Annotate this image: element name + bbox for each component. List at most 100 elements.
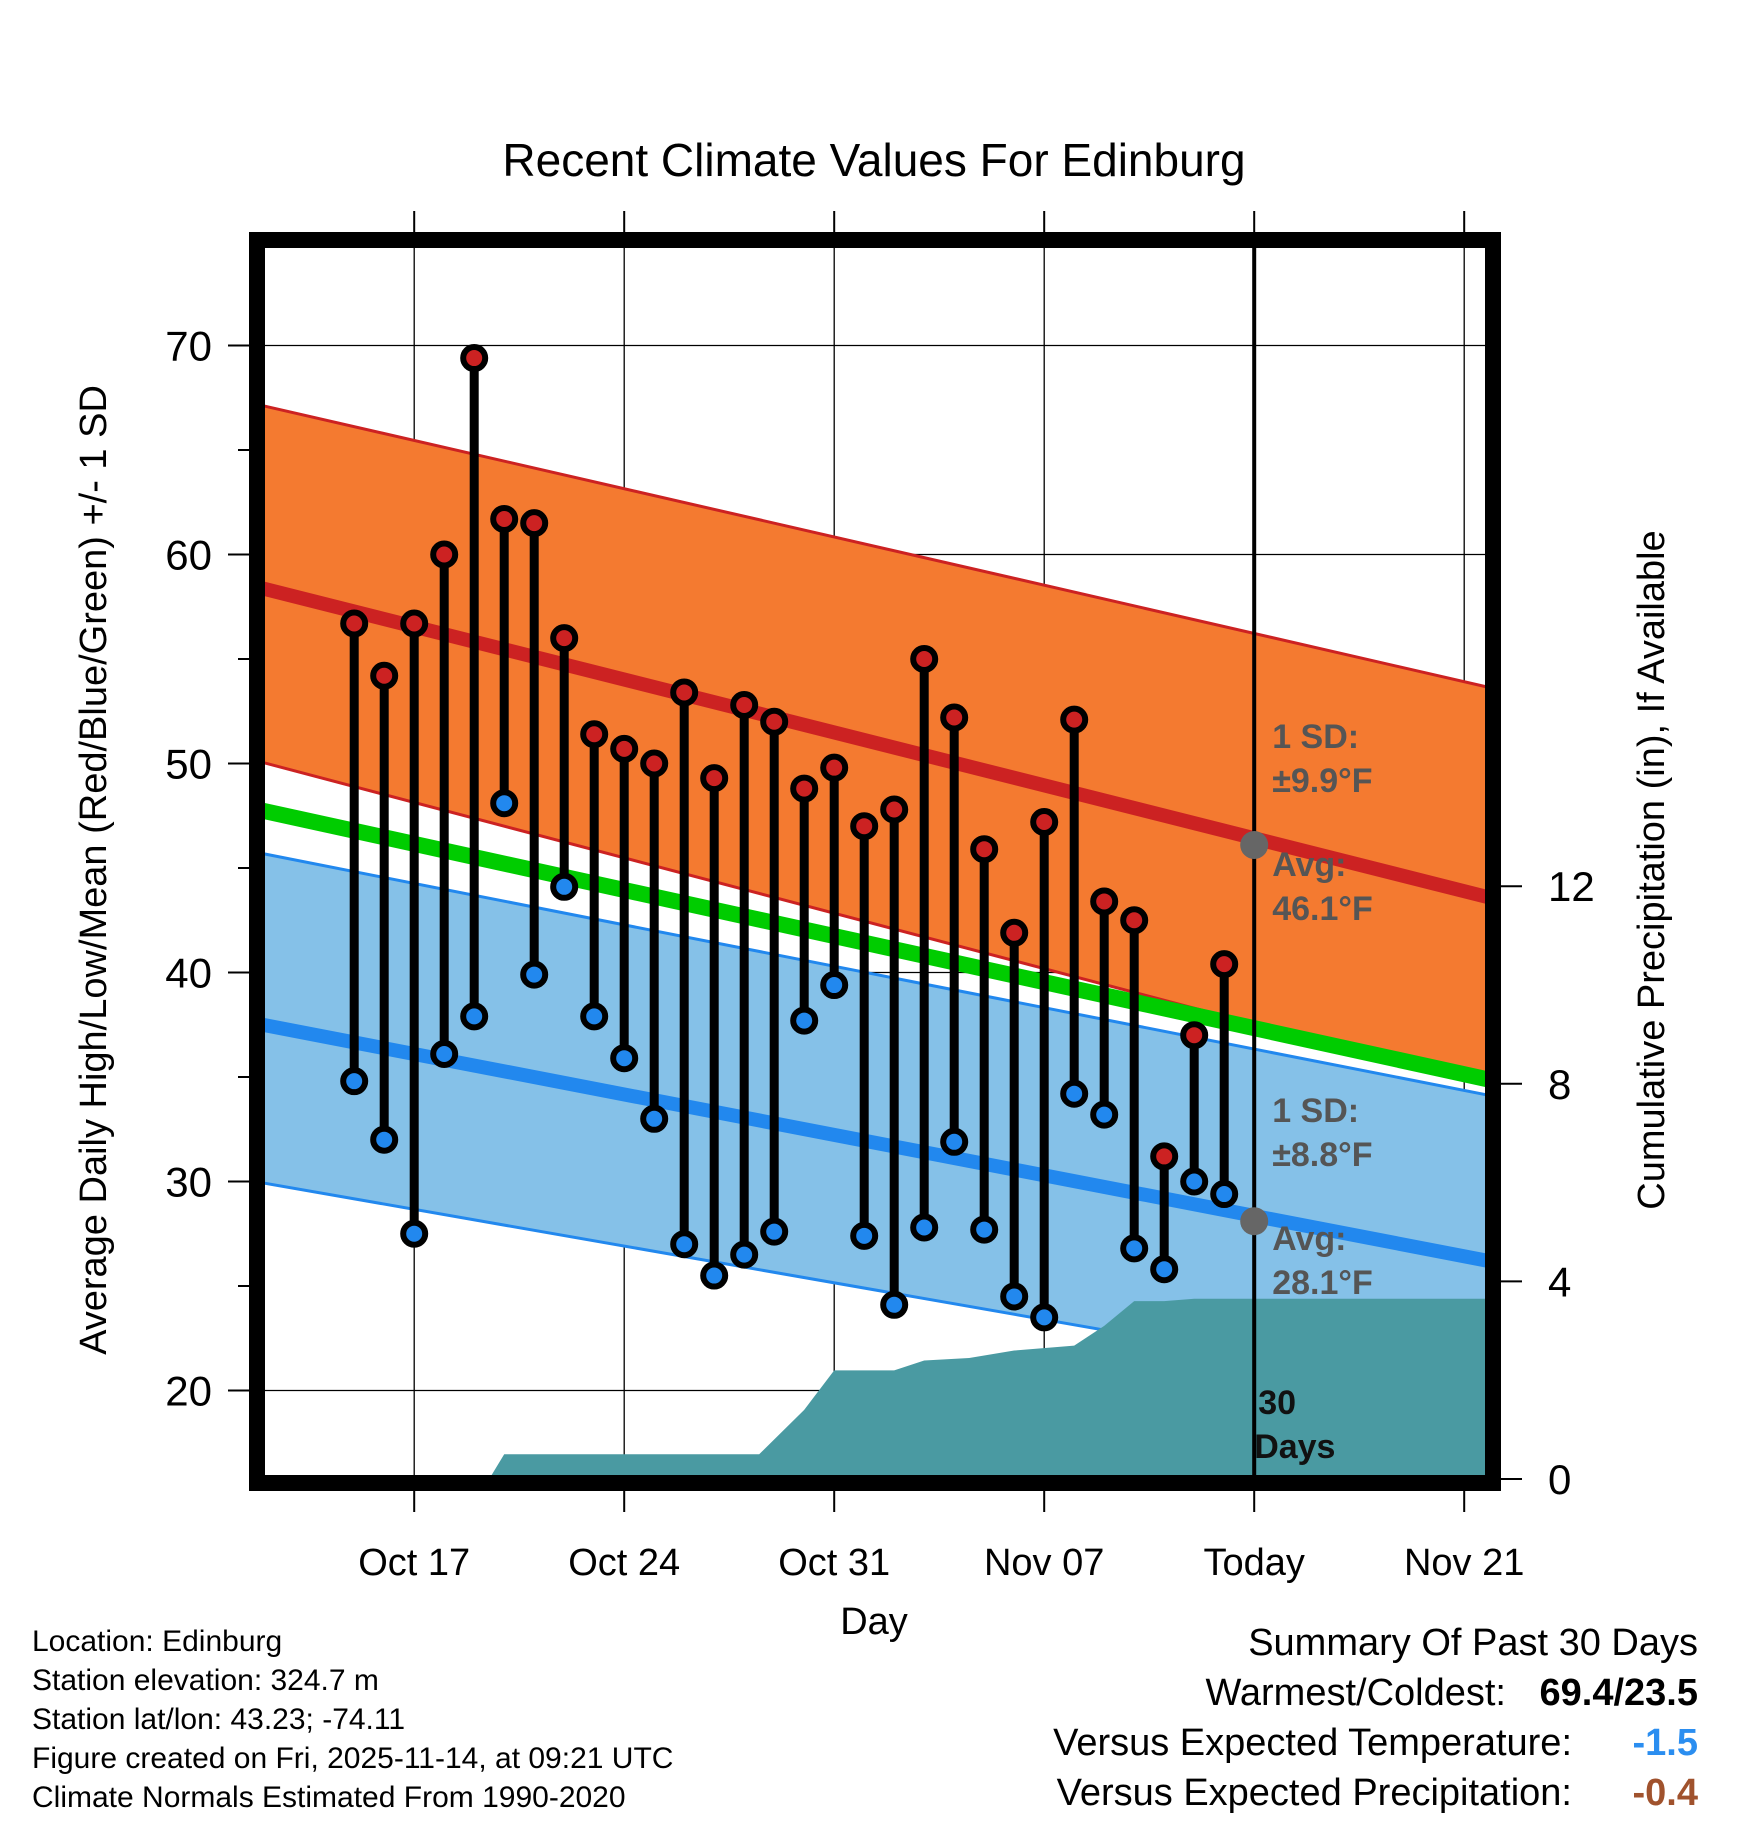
- high-sd-value: ±9.9°F: [1272, 762, 1372, 800]
- plot-frame: [249, 232, 1501, 1491]
- y-tick-label: 40: [165, 950, 212, 997]
- daily-high-point: [970, 835, 999, 864]
- x-tick-label: Oct 31: [778, 1542, 890, 1584]
- y-axis-label: Average Daily High/Low/Mean (Red/Blue/Gr…: [73, 385, 115, 1355]
- daily-high-point: [550, 624, 579, 653]
- daily-low-point: [910, 1213, 939, 1242]
- daily-high-point: [670, 678, 699, 707]
- station-info: Location: Edinburg Station elevation: 32…: [32, 1622, 673, 1817]
- window-label-number: 30: [1258, 1384, 1296, 1422]
- daily-low-point: [550, 872, 579, 901]
- x-tick-label: Nov 21: [1404, 1542, 1524, 1584]
- low-sd-label: 1 SD:: [1272, 1092, 1359, 1130]
- plot-interior: 1 SD: ±9.9°F Avg: 46.1°F 1 SD: ±8.8°F Avg: 28.1…: [262, 245, 1488, 1478]
- precip-departure-value: -0.4: [1632, 1772, 1698, 1814]
- cumulative-precip-area: [489, 1298, 1488, 1478]
- y2-axis-label: Cumulative Precipitation (in), If Availa…: [1631, 530, 1673, 1209]
- daily-low-point: [940, 1127, 969, 1156]
- y-tick-label: 60: [165, 532, 212, 579]
- x-tick-label: Oct 24: [568, 1542, 680, 1584]
- daily-high-point: [1000, 918, 1029, 947]
- daily-high-point: [340, 609, 369, 638]
- y-tick-label: 30: [165, 1159, 212, 1206]
- high-avg-value: 46.1°F: [1272, 890, 1373, 928]
- figure-created: Figure created on Fri, 2025-11-14, at 09…: [32, 1742, 674, 1775]
- temp-departure-row: Versus Expected Temperature: -1.5: [1053, 1718, 1698, 1768]
- daily-low-point: [1120, 1234, 1149, 1263]
- daily-high-point: [880, 795, 909, 824]
- daily-high-point: [460, 344, 489, 373]
- station-location: Location: Edinburg: [32, 1625, 283, 1658]
- today-high-avg-marker: [1240, 831, 1269, 860]
- daily-low-point: [1090, 1100, 1119, 1129]
- daily-high-point: [1060, 705, 1089, 734]
- station-latlon: Station lat/lon: 43.23; -74.11: [32, 1703, 406, 1736]
- summary-heading: Summary Of Past 30 Days: [1248, 1622, 1698, 1664]
- precip-departure-row: Versus Expected Precipitation: -0.4: [1053, 1768, 1698, 1818]
- daily-high-point: [1090, 887, 1119, 916]
- high-avg-label: Avg:: [1272, 846, 1346, 884]
- y-tick-label: 20: [165, 1368, 212, 1415]
- daily-low-point: [850, 1221, 879, 1250]
- daily-low-point: [460, 1002, 489, 1031]
- daily-high-point: [910, 645, 939, 673]
- precip-departure-label: Versus Expected Precipitation:: [1056, 1772, 1572, 1814]
- daily-low-point: [400, 1219, 429, 1248]
- daily-high-point: [1150, 1142, 1179, 1171]
- y2-tick-label: 0: [1548, 1456, 1571, 1503]
- daily-low-point: [1150, 1255, 1179, 1284]
- daily-low-point: [370, 1125, 399, 1154]
- daily-low-point: [730, 1240, 759, 1269]
- x-axis-label: Day: [840, 1601, 908, 1643]
- low-avg-label: Avg:: [1272, 1220, 1346, 1258]
- daily-high-point: [1210, 950, 1239, 979]
- daily-low-point: [1060, 1079, 1089, 1108]
- daily-low-point: [820, 971, 849, 1000]
- high-plus-sd-line: [262, 403, 1488, 689]
- daily-low-point: [760, 1217, 789, 1246]
- daily-high-point: [520, 509, 549, 538]
- plot-area: 1 SD: ±9.9°F Avg: 46.1°F 1 SD: ±8.8°F Avg: 28.1…: [165, 211, 1595, 1584]
- high-sd-label: 1 SD:: [1272, 718, 1359, 756]
- daily-high-point: [730, 690, 759, 719]
- daily-low-point: [700, 1261, 729, 1290]
- daily-low-point: [430, 1040, 459, 1069]
- daily-low-point: [520, 960, 549, 989]
- daily-high-point: [430, 540, 459, 569]
- daily-low-point: [640, 1104, 669, 1133]
- daily-high-point: [1030, 808, 1059, 837]
- daily-high-point: [580, 720, 609, 749]
- y-tick-label: 50: [165, 741, 212, 788]
- daily-high-point: [610, 734, 639, 763]
- daily-high-point: [790, 774, 819, 803]
- daily-high-point: [640, 749, 669, 778]
- temp-departure-label: Versus Expected Temperature:: [1053, 1722, 1572, 1764]
- warmest-coldest-row: Warmest/Coldest: 69.4/23.5: [1053, 1668, 1698, 1718]
- station-elevation: Station elevation: 324.7 m: [32, 1664, 379, 1697]
- daily-high-point: [1120, 906, 1149, 935]
- warmest-coldest-label: Warmest/Coldest:: [1205, 1672, 1506, 1714]
- daily-low-point: [1180, 1167, 1209, 1196]
- x-tick-label: Nov 07: [984, 1542, 1104, 1584]
- low-sd-value: ±8.8°F: [1272, 1136, 1372, 1174]
- daily-low-point: [1210, 1180, 1239, 1209]
- daily-low-point: [670, 1230, 699, 1259]
- daily-high-point: [760, 707, 789, 736]
- x-tick-label: Oct 17: [358, 1542, 470, 1584]
- daily-low-point: [340, 1067, 369, 1096]
- daily-high-point: [850, 812, 879, 841]
- x-tick-label: Today: [1203, 1542, 1304, 1584]
- y2-tick-label: 4: [1548, 1258, 1571, 1305]
- window-label-days: Days: [1254, 1428, 1335, 1466]
- daily-high-point: [490, 504, 519, 533]
- daily-high-point: [400, 609, 429, 638]
- daily-high-point: [940, 703, 969, 732]
- warmest-coldest-value: 69.4/23.5: [1539, 1672, 1698, 1714]
- daily-high-point: [370, 661, 399, 690]
- daily-low-point: [970, 1215, 999, 1244]
- daily-low-point: [1000, 1282, 1029, 1311]
- y2-tick-label: 12: [1548, 863, 1595, 910]
- y-tick-label: 70: [165, 323, 212, 370]
- daily-high-point: [700, 764, 729, 793]
- daily-high-point: [820, 753, 849, 782]
